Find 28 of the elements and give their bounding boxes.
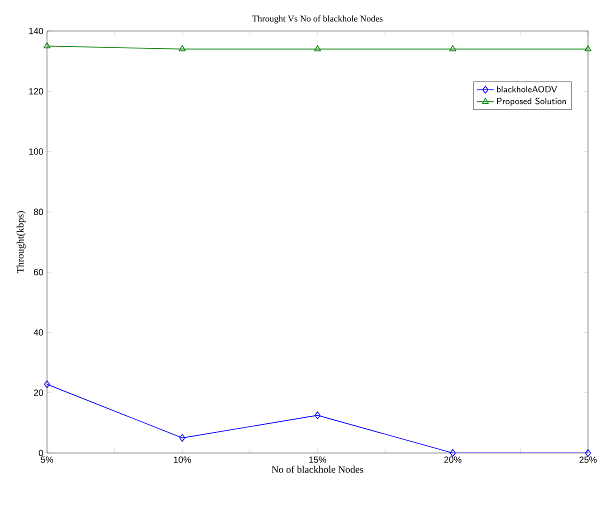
point xyxy=(314,45,321,52)
x-axis-title: No of blackhole Nodes xyxy=(272,466,364,473)
point xyxy=(450,449,456,457)
y-tick-label: 0 xyxy=(38,450,44,456)
point xyxy=(44,42,50,48)
legend-label: blackholeAODV xyxy=(497,86,558,92)
y-tick-label: 100 xyxy=(29,148,44,155)
y-tick-label: 80 xyxy=(34,208,44,216)
point xyxy=(44,380,50,388)
x-tick-label: 5% xyxy=(40,456,54,463)
point xyxy=(314,411,321,420)
x-tick-label: 25% xyxy=(579,456,597,463)
x-tick-label: 20% xyxy=(444,456,462,463)
y-tick-label: 20 xyxy=(34,390,44,396)
y-tick-label: 120 xyxy=(29,88,44,94)
x-tick-label: 15% xyxy=(309,456,326,463)
x-tick-label: 10% xyxy=(174,456,191,463)
y-tick-label: 140 xyxy=(29,28,44,34)
point xyxy=(584,45,592,52)
point xyxy=(584,449,592,457)
y-axis-title: Throught(kbps) xyxy=(16,211,26,274)
y-tick-label: 40 xyxy=(34,329,44,336)
legend-label: Proposed Solution xyxy=(497,98,566,106)
y-tick-label: 60 xyxy=(34,268,44,276)
chart-title: Throught Vs No of blackhole Nodes xyxy=(252,15,383,24)
point xyxy=(178,45,186,52)
point xyxy=(179,434,186,442)
point xyxy=(449,45,456,52)
